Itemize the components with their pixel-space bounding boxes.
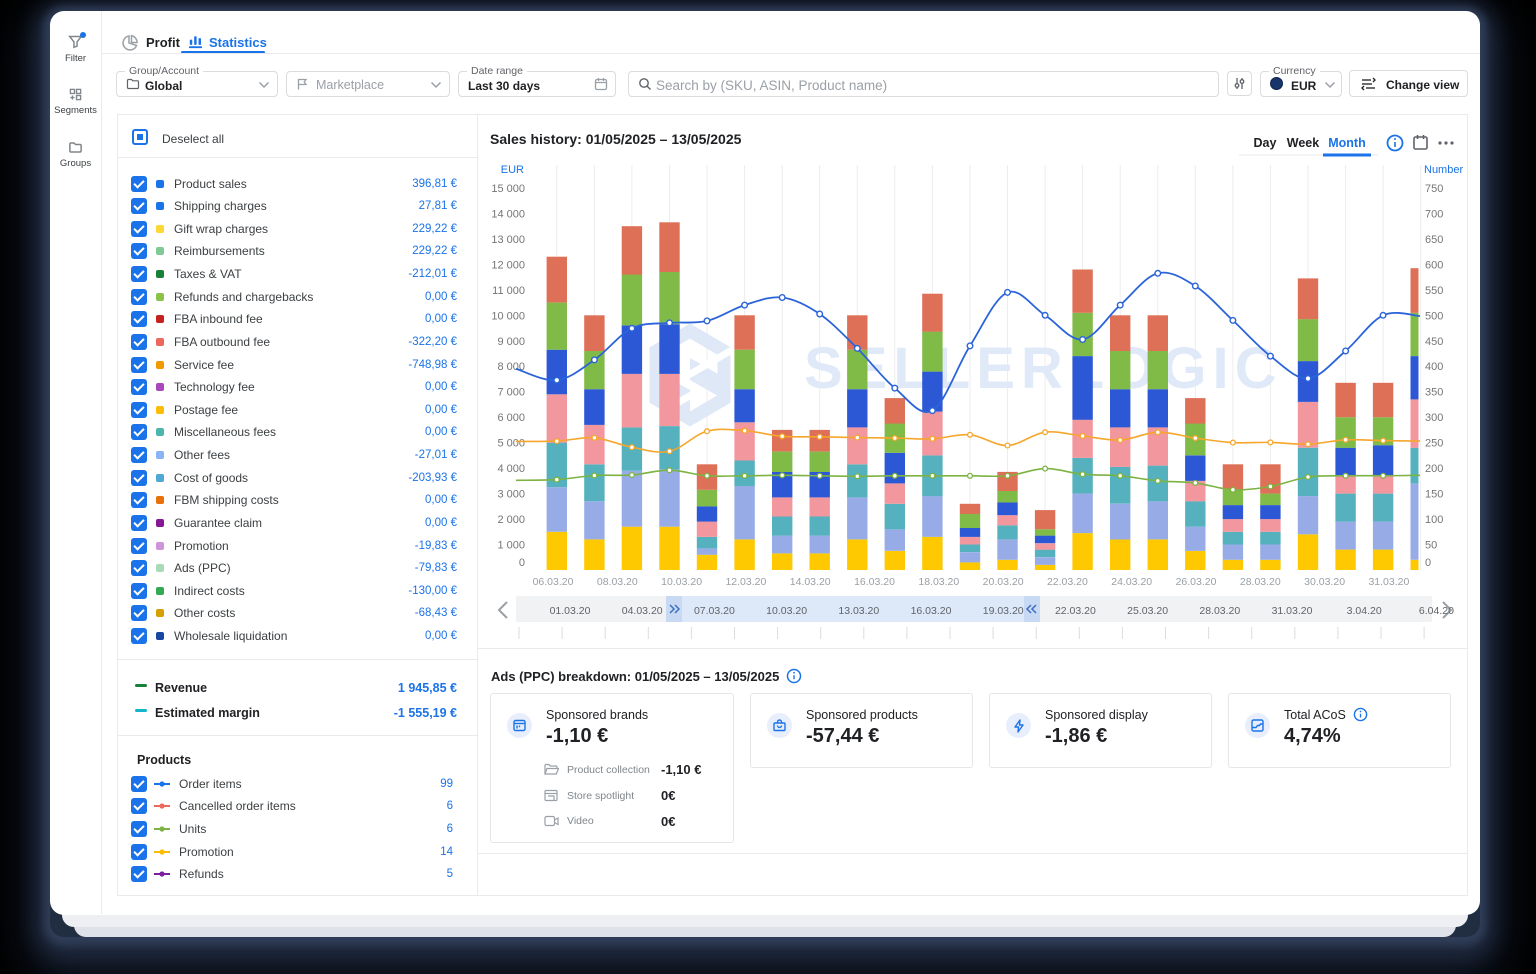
svg-text:30.03.20: 30.03.20: [1304, 576, 1345, 588]
svg-text:EUR: EUR: [501, 164, 524, 176]
svg-text:06.03.20: 06.03.20: [533, 576, 574, 588]
svg-text:750: 750: [1425, 183, 1443, 195]
svg-text:100: 100: [1425, 514, 1443, 526]
svg-text:4 000: 4 000: [497, 463, 525, 475]
svg-text:31.03.20: 31.03.20: [1272, 605, 1313, 617]
svg-text:18.03.20: 18.03.20: [918, 576, 959, 588]
svg-text:01.03.20: 01.03.20: [550, 605, 591, 617]
svg-text:200: 200: [1425, 463, 1443, 475]
svg-text:150: 150: [1425, 489, 1443, 501]
svg-text:9 000: 9 000: [497, 336, 525, 348]
svg-text:400: 400: [1425, 361, 1443, 373]
svg-text:04.03.20: 04.03.20: [622, 605, 663, 617]
svg-text:13 000: 13 000: [491, 234, 525, 246]
svg-text:6 000: 6 000: [497, 412, 525, 424]
svg-text:550: 550: [1425, 285, 1443, 297]
svg-text:300: 300: [1425, 412, 1443, 424]
svg-text:Day: Day: [1254, 136, 1277, 150]
svg-text:Number: Number: [1424, 164, 1463, 176]
svg-text:12 000: 12 000: [491, 259, 525, 271]
svg-text:28.03.20: 28.03.20: [1240, 576, 1281, 588]
svg-text:28.03.20: 28.03.20: [1199, 605, 1240, 617]
svg-text:450: 450: [1425, 336, 1443, 348]
svg-text:Month: Month: [1328, 136, 1365, 150]
svg-text:2 000: 2 000: [497, 514, 525, 526]
svg-text:SELLERLOGIC: SELLERLOGIC: [804, 336, 1282, 401]
svg-text:31.03.20: 31.03.20: [1368, 576, 1409, 588]
svg-text:22.03.20: 22.03.20: [1047, 576, 1088, 588]
svg-text:7 000: 7 000: [497, 387, 525, 399]
svg-text:250: 250: [1425, 438, 1443, 450]
svg-text:24.03.20: 24.03.20: [1111, 576, 1152, 588]
svg-text:19.03.20: 19.03.20: [983, 605, 1024, 617]
svg-text:10.03.20: 10.03.20: [661, 576, 702, 588]
svg-text:16.03.20: 16.03.20: [911, 605, 952, 617]
svg-text:26.03.20: 26.03.20: [1176, 576, 1217, 588]
svg-text:700: 700: [1425, 208, 1443, 220]
svg-text:500: 500: [1425, 310, 1443, 322]
svg-text:08.03.20: 08.03.20: [597, 576, 638, 588]
svg-text:14.03.20: 14.03.20: [790, 576, 831, 588]
svg-text:13.03.20: 13.03.20: [838, 605, 879, 617]
svg-text:0: 0: [519, 557, 525, 569]
svg-text:Sales history: 01/05/2025 – 13: Sales history: 01/05/2025 – 13/05/2025: [490, 131, 742, 147]
svg-text:50: 50: [1425, 540, 1437, 552]
svg-text:1 000: 1 000: [497, 540, 525, 552]
svg-text:15 000: 15 000: [491, 183, 525, 195]
svg-text:07.03.20: 07.03.20: [694, 605, 735, 617]
svg-text:3 000: 3 000: [497, 489, 525, 501]
svg-text:10.03.20: 10.03.20: [766, 605, 807, 617]
svg-text:14 000: 14 000: [491, 208, 525, 220]
svg-text:22.03.20: 22.03.20: [1055, 605, 1096, 617]
svg-text:650: 650: [1425, 234, 1443, 246]
svg-text:12.03.20: 12.03.20: [725, 576, 766, 588]
svg-text:3.04.20: 3.04.20: [1347, 605, 1382, 617]
svg-text:10 000: 10 000: [491, 310, 525, 322]
svg-text:11 000: 11 000: [492, 285, 525, 297]
svg-text:25.03.20: 25.03.20: [1127, 605, 1168, 617]
svg-text:20.03.20: 20.03.20: [983, 576, 1024, 588]
svg-text:0: 0: [1425, 557, 1431, 569]
svg-text:5 000: 5 000: [497, 438, 525, 450]
svg-text:350: 350: [1425, 387, 1443, 399]
svg-text:16.03.20: 16.03.20: [854, 576, 895, 588]
svg-text:6.04.20: 6.04.20: [1419, 605, 1454, 617]
svg-text:Week: Week: [1287, 136, 1319, 150]
svg-text:600: 600: [1425, 259, 1443, 271]
